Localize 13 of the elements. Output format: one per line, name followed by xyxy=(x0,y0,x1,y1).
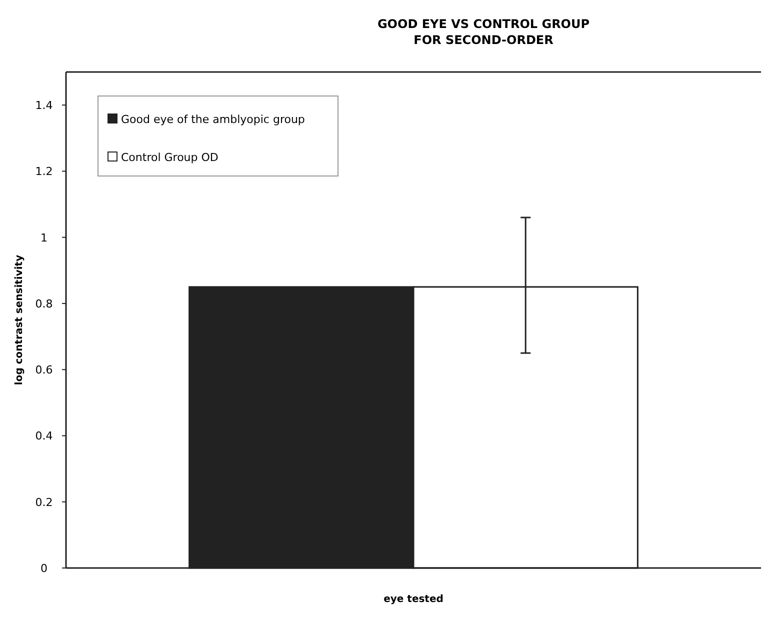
legend-label: Control Group OD xyxy=(121,151,218,164)
y-tick-label: 0 xyxy=(40,562,48,575)
y-tick-label: 1.4 xyxy=(35,99,53,112)
legend-label: Good eye of the amblyopic group xyxy=(121,113,305,126)
chart-title: GOOD EYE VS CONTROL GROUP FOR SECOND-ORDER xyxy=(377,17,590,47)
y-axis-title: log contrast sensitivity xyxy=(14,254,25,386)
y-tick-label: 0.2 xyxy=(35,496,53,509)
y-tick-label: 0.6 xyxy=(35,364,53,377)
y-tick-label: 1.2 xyxy=(35,165,53,178)
x-axis-title: eye tested xyxy=(384,594,444,605)
y-tick-label: 0.4 xyxy=(35,430,53,443)
y-tick-label: 0.8 xyxy=(35,297,53,310)
y-tick-label: 1 xyxy=(40,231,48,244)
